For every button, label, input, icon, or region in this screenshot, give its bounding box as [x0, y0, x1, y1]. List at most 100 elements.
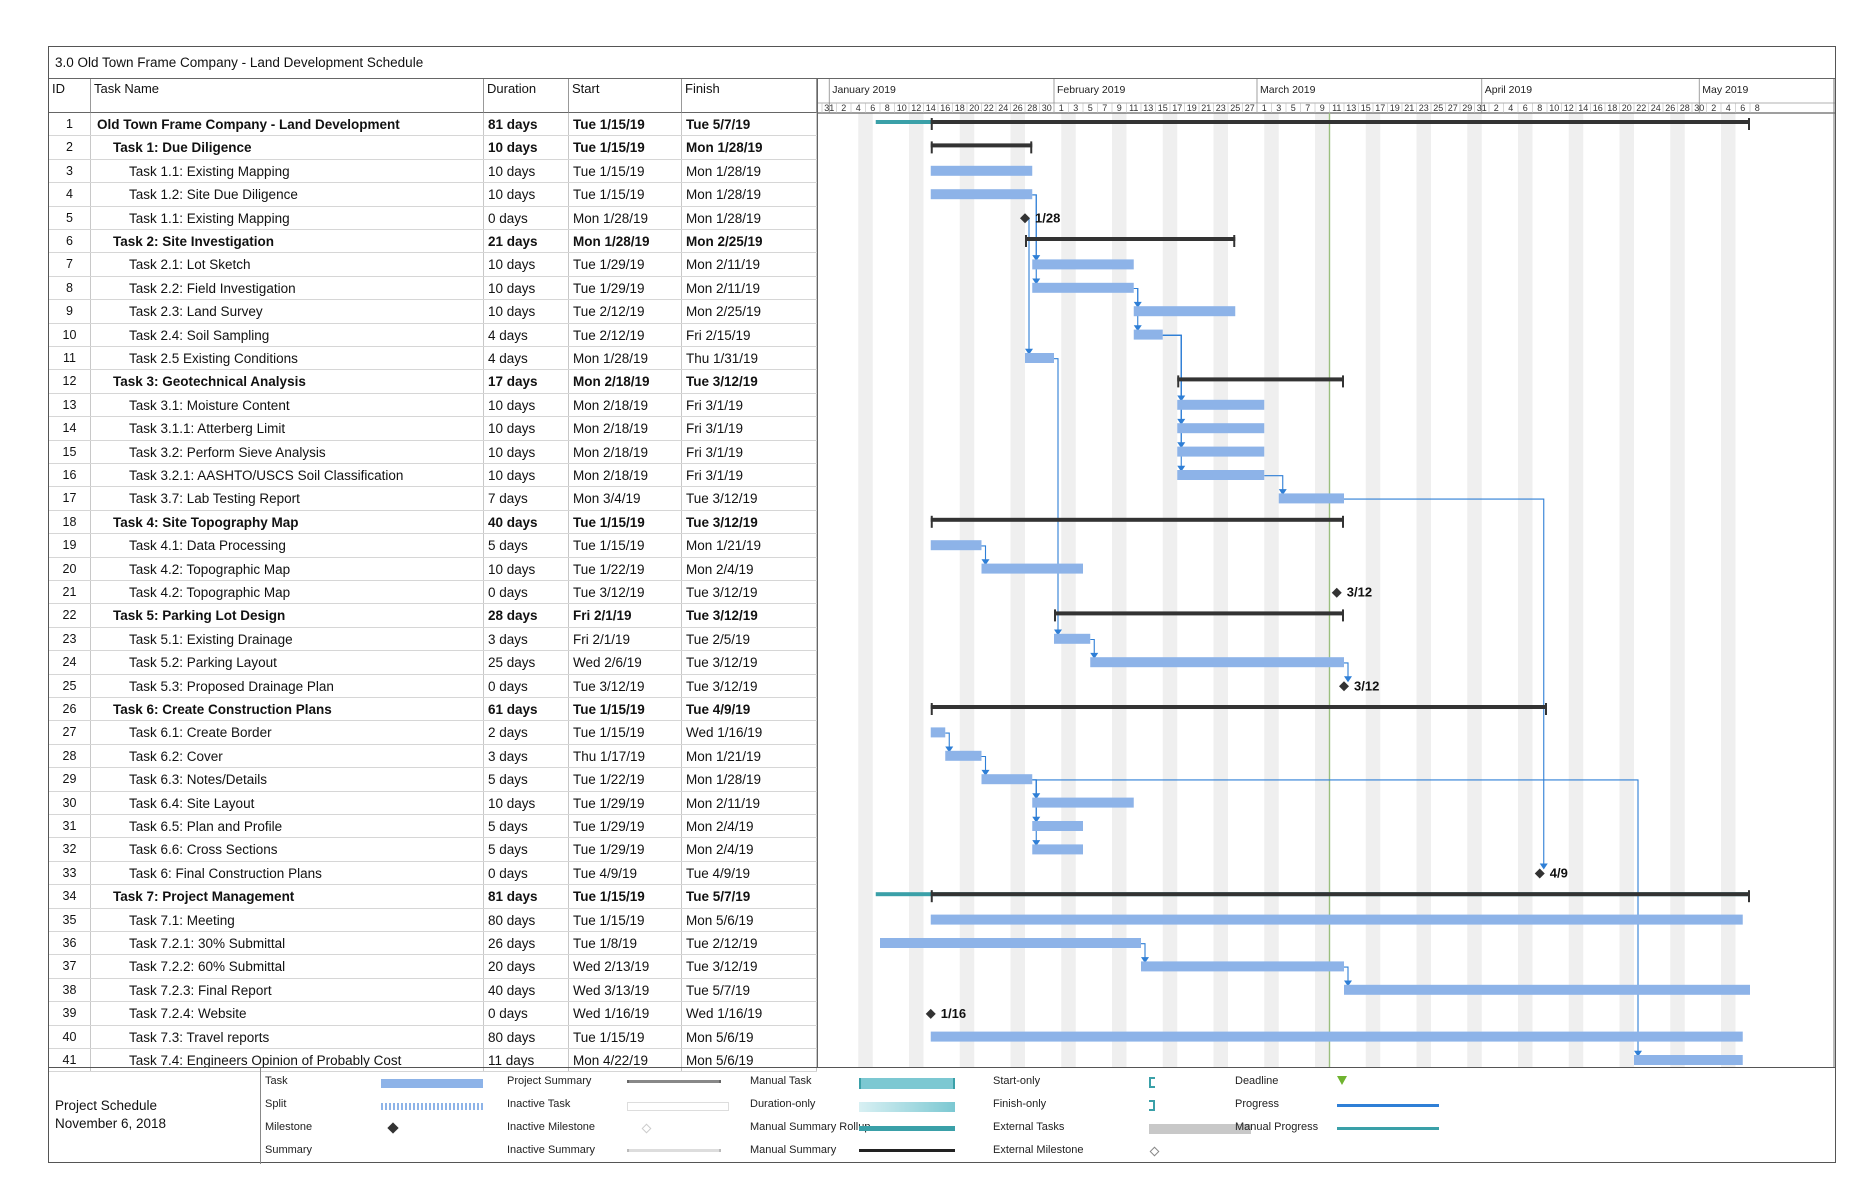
task-id[interactable]: 1 [49, 113, 91, 136]
task-duration[interactable]: 5 days [484, 815, 569, 838]
task-name[interactable]: Task 1.1: Existing Mapping [91, 159, 484, 183]
task-start[interactable]: Tue 1/22/19 [569, 557, 682, 580]
task-start[interactable]: Tue 2/12/19 [569, 300, 682, 323]
task-name[interactable]: Task 7.4: Engineers Opinion of Probably … [91, 1049, 484, 1072]
task-id[interactable]: 28 [49, 744, 91, 768]
task-name[interactable]: Task 7.3: Travel reports [91, 1025, 484, 1048]
task-id[interactable]: 24 [49, 651, 91, 674]
task-row[interactable]: 2 Task 1: Due Diligence 10 days Tue 1/15/19… [49, 136, 817, 160]
task-finish[interactable]: Tue 3/12/19 [682, 581, 817, 604]
task-id[interactable]: 8 [49, 276, 91, 300]
task-id[interactable]: 12 [49, 370, 91, 393]
task-start[interactable]: Tue 1/29/19 [569, 815, 682, 838]
task-start[interactable]: Fri 2/1/19 [569, 627, 682, 651]
task-name[interactable]: Task 3.2: Perform Sieve Analysis [91, 440, 484, 463]
task-row[interactable]: 35 Task 7.1: Meeting 80 days Tue 1/15/19 Mon… [49, 908, 817, 932]
task-finish[interactable]: Mon 2/4/19 [682, 838, 817, 861]
task-name[interactable]: Task 7.2.1: 30% Submittal [91, 932, 484, 955]
task-row[interactable]: 12 Task 3: Geotechnical Analysis 17 days Mo… [49, 370, 817, 394]
task-name[interactable]: Task 6.5: Plan and Profile [91, 815, 484, 838]
task-finish[interactable]: Tue 3/12/19 [682, 651, 817, 674]
column-header-id[interactable]: ID [49, 79, 91, 113]
task-row[interactable]: 6 Task 2: Site Investigation 21 days Mon 1/… [49, 230, 817, 254]
task-start[interactable]: Tue 1/29/19 [569, 791, 682, 814]
task-name[interactable]: Task 2.3: Land Survey [91, 300, 484, 323]
task-start[interactable]: Tue 1/15/19 [569, 159, 682, 183]
task-duration[interactable]: 0 days [484, 206, 569, 229]
task-id[interactable]: 19 [49, 534, 91, 557]
task-row[interactable]: 20 Task 4.2: Topographic Map 10 days Tue 1/… [49, 557, 817, 581]
task-id[interactable]: 25 [49, 674, 91, 697]
task-row[interactable]: 8 Task 2.2: Field Investigation 10 days Tue… [49, 276, 817, 301]
task-name[interactable]: Task 1.2: Site Due Diligence [91, 183, 484, 206]
task-row[interactable]: 36 Task 7.2.1: 30% Submittal 26 days Tue 1/… [49, 932, 817, 956]
task-row[interactable]: 32 Task 6.6: Cross Sections 5 days Tue 1/29… [49, 838, 817, 862]
task-duration[interactable]: 26 days [484, 932, 569, 955]
task-finish[interactable]: Fri 2/15/19 [682, 323, 817, 346]
column-header-duration[interactable]: Duration [484, 79, 569, 113]
task-duration[interactable]: 10 days [484, 276, 569, 300]
task-id[interactable]: 20 [49, 557, 91, 580]
task-id[interactable]: 41 [49, 1049, 91, 1072]
task-finish[interactable]: Mon 1/21/19 [682, 534, 817, 557]
task-name[interactable]: Task 6.4: Site Layout [91, 791, 484, 814]
task-row[interactable]: 31 Task 6.5: Plan and Profile 5 days Tue 1/… [49, 815, 817, 839]
task-finish[interactable]: Mon 5/6/19 [682, 908, 817, 931]
task-finish[interactable]: Fri 3/1/19 [682, 393, 817, 417]
task-row[interactable]: 11 Task 2.5 Existing Conditions 4 days Mon … [49, 347, 817, 371]
task-finish[interactable]: Wed 1/16/19 [682, 1002, 817, 1025]
task-row[interactable]: 4 Task 1.2: Site Due Diligence 10 days Tue … [49, 183, 817, 207]
task-start[interactable]: Mon 3/4/19 [569, 487, 682, 510]
task-finish[interactable]: Fri 3/1/19 [682, 440, 817, 463]
task-name[interactable]: Old Town Frame Company - Land Developmen… [91, 113, 484, 136]
task-start[interactable]: Mon 4/22/19 [569, 1049, 682, 1072]
task-name[interactable]: Task 6.2: Cover [91, 744, 484, 768]
task-id[interactable]: 10 [49, 323, 91, 346]
task-duration[interactable]: 5 days [484, 768, 569, 791]
task-row[interactable]: 19 Task 4.1: Data Processing 5 days Tue 1/1… [49, 534, 817, 558]
task-row[interactable]: 28 Task 6.2: Cover 3 days Thu 1/17/19 Mon 1/… [49, 744, 817, 769]
task-row[interactable]: 17 Task 3.7: Lab Testing Report 7 days Mon … [49, 487, 817, 511]
task-duration[interactable]: 10 days [484, 557, 569, 580]
task-start[interactable]: Tue 1/15/19 [569, 885, 682, 908]
task-start[interactable]: Tue 3/12/19 [569, 674, 682, 697]
task-row[interactable]: 10 Task 2.4: Soil Sampling 4 days Tue 2/12/… [49, 323, 817, 347]
task-finish[interactable]: Mon 2/4/19 [682, 815, 817, 838]
task-name[interactable]: Task 5: Parking Lot Design [91, 604, 484, 627]
task-id[interactable]: 4 [49, 183, 91, 206]
task-duration[interactable]: 0 days [484, 861, 569, 885]
task-name[interactable]: Task 5.2: Parking Layout [91, 651, 484, 674]
task-name[interactable]: Task 2.4: Soil Sampling [91, 323, 484, 346]
task-finish[interactable]: Mon 1/28/19 [682, 159, 817, 183]
task-id[interactable]: 35 [49, 908, 91, 931]
task-start[interactable]: Tue 1/22/19 [569, 768, 682, 791]
task-duration[interactable]: 40 days [484, 510, 569, 534]
task-row[interactable]: 39 Task 7.2.4: Website 0 days Wed 1/16/19 We… [49, 1002, 817, 1026]
task-id[interactable]: 27 [49, 721, 91, 744]
task-start[interactable]: Fri 2/1/19 [569, 604, 682, 627]
task-finish[interactable]: Mon 1/28/19 [682, 136, 817, 159]
task-duration[interactable]: 10 days [484, 159, 569, 183]
task-duration[interactable]: 25 days [484, 651, 569, 674]
task-name[interactable]: Task 3.1.1: Atterberg Limit [91, 417, 484, 440]
task-start[interactable]: Tue 1/15/19 [569, 113, 682, 136]
task-finish[interactable]: Tue 4/9/19 [682, 861, 817, 885]
task-id[interactable]: 3 [49, 159, 91, 183]
task-row[interactable]: 40 Task 7.3: Travel reports 80 days Tue 1/1… [49, 1025, 817, 1049]
task-start[interactable]: Tue 1/15/19 [569, 698, 682, 721]
task-duration[interactable]: 4 days [484, 347, 569, 370]
task-start[interactable]: Tue 1/15/19 [569, 136, 682, 159]
task-duration[interactable]: 3 days [484, 744, 569, 768]
task-duration[interactable]: 5 days [484, 534, 569, 557]
task-start[interactable]: Tue 4/9/19 [569, 861, 682, 885]
task-duration[interactable]: 10 days [484, 440, 569, 463]
task-row[interactable]: 14 Task 3.1.1: Atterberg Limit 10 days Mon … [49, 417, 817, 441]
task-id[interactable]: 31 [49, 815, 91, 838]
task-row[interactable]: 34 Task 7: Project Management 81 days Tue 1… [49, 885, 817, 909]
task-duration[interactable]: 20 days [484, 955, 569, 978]
task-duration[interactable]: 80 days [484, 908, 569, 931]
task-finish[interactable]: Tue 2/5/19 [682, 627, 817, 651]
task-duration[interactable]: 2 days [484, 721, 569, 744]
task-start[interactable]: Tue 1/29/19 [569, 253, 682, 276]
task-id[interactable]: 9 [49, 300, 91, 323]
